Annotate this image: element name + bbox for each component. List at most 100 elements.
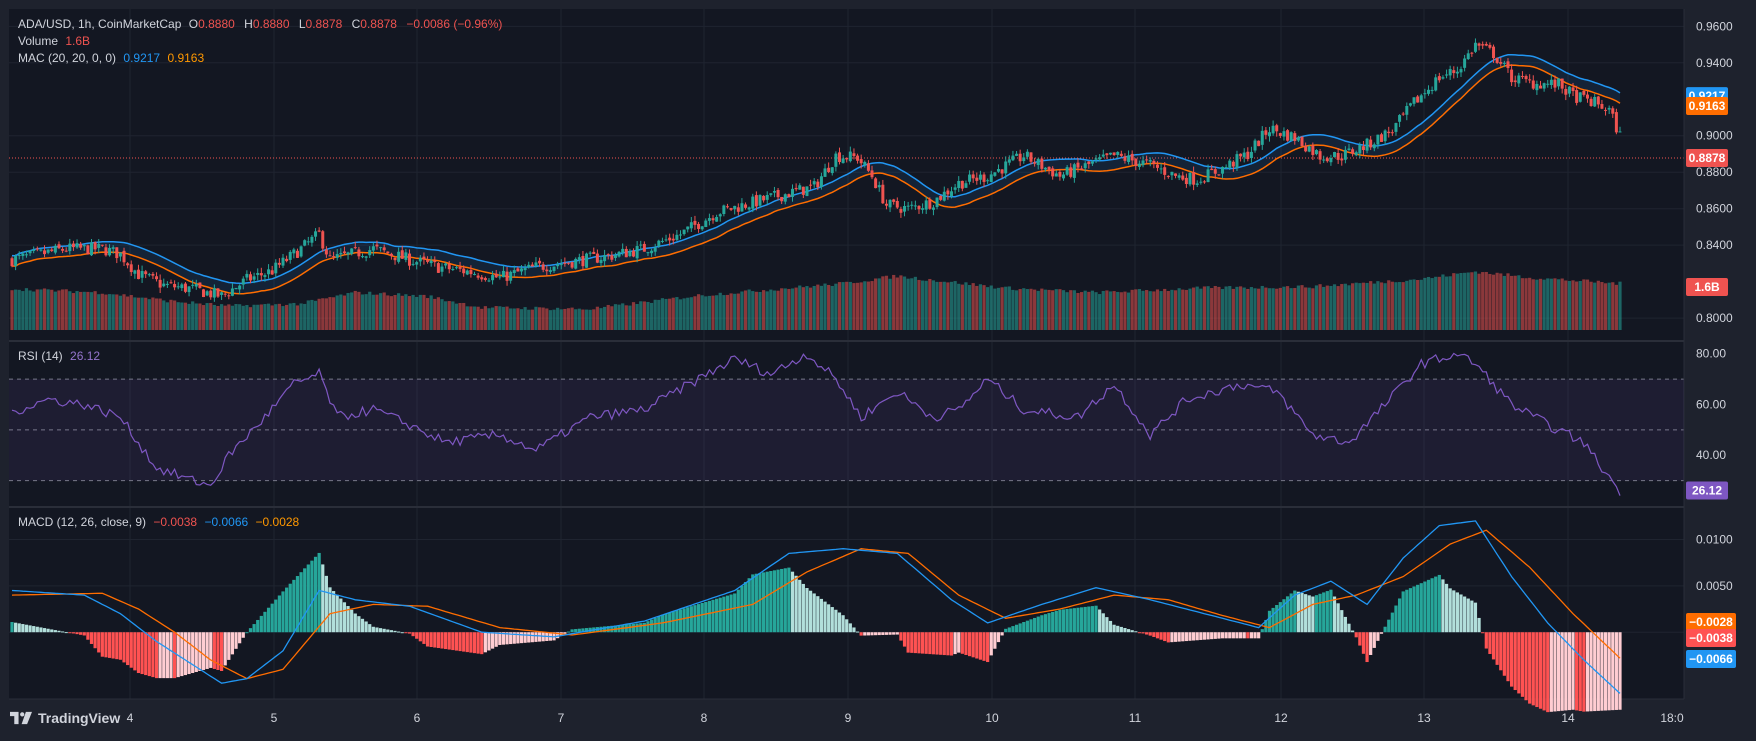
candle-body	[871, 170, 874, 177]
candle-body	[137, 270, 140, 279]
macd-hist-bar	[534, 632, 537, 642]
volume-bar	[776, 291, 779, 330]
volume-bar	[375, 295, 378, 330]
volume-bar	[10, 290, 13, 330]
volume-bar	[1091, 291, 1094, 330]
volume-bar	[1445, 277, 1448, 330]
volume-bar	[509, 308, 512, 330]
candle-body	[1510, 70, 1513, 83]
volume-bar	[917, 280, 920, 330]
candle-body	[1420, 95, 1423, 102]
macd-hist-bar	[719, 598, 722, 633]
volume-bar	[1228, 286, 1231, 330]
macd-hist-bar	[10, 622, 13, 632]
macd-hist-bar	[885, 632, 888, 635]
candle-body	[487, 280, 490, 281]
candle-body	[328, 255, 331, 256]
macd-hist-bar	[285, 588, 288, 633]
macd-hist-bar	[1416, 585, 1419, 632]
volume-bar	[986, 287, 989, 330]
volume-bar	[1344, 284, 1347, 330]
volume-bar	[1000, 287, 1003, 330]
volume-bar	[477, 307, 480, 330]
candle-body	[1600, 104, 1603, 109]
candle-body	[54, 246, 57, 253]
volume-bar	[1456, 274, 1459, 330]
candle-body	[722, 205, 725, 214]
volume-bar	[1141, 291, 1144, 330]
volume-bar	[1022, 288, 1025, 330]
candle-body	[260, 273, 263, 275]
macd-hist-bar	[1365, 632, 1368, 662]
volume-bar	[292, 303, 295, 330]
volume-bar	[61, 289, 64, 330]
macd-hist-bar	[1196, 632, 1199, 640]
macd-hist-bar	[881, 632, 884, 635]
volume-bar	[1322, 287, 1325, 330]
volume-bar	[802, 287, 805, 330]
macd-hist-bar	[18, 623, 21, 632]
volume-bar	[1210, 288, 1213, 330]
volume-bar	[372, 295, 375, 330]
macd-hist-bar	[361, 619, 364, 632]
macd-hist-bar	[1199, 632, 1202, 640]
candle-body	[1004, 161, 1007, 173]
candle-body	[227, 295, 230, 296]
volume-bar	[379, 293, 382, 330]
macd-hist-bar	[122, 632, 125, 662]
candle-body	[354, 247, 357, 248]
macd-hist-bar	[249, 628, 252, 632]
volume-bar	[751, 291, 754, 330]
candle-body	[964, 183, 967, 188]
candle-body	[1373, 144, 1376, 148]
candle-body	[787, 194, 790, 197]
candle-body	[310, 237, 313, 243]
volume-bar	[249, 307, 252, 330]
macd-hist-bar	[675, 610, 678, 632]
volume-bar	[1333, 284, 1336, 330]
candle-body	[867, 163, 870, 171]
macd-hist-bar	[1532, 632, 1535, 705]
macd-hist-bar	[234, 632, 237, 649]
macd-hist-bar	[1185, 632, 1188, 641]
tradingview-logo-icon	[10, 711, 32, 725]
volume-bar	[1214, 286, 1217, 330]
volume-bar	[57, 290, 60, 330]
macd-hist-bar	[444, 632, 447, 649]
macd-hist-bar	[693, 605, 696, 632]
volume-bar	[614, 304, 617, 330]
candle-body	[838, 152, 841, 162]
tradingview-brand[interactable]: TradingView	[10, 710, 120, 726]
macd-hist-bar	[1322, 592, 1325, 632]
volume-bar	[878, 278, 881, 330]
volume-bar	[1246, 289, 1249, 330]
volume-bar	[1532, 279, 1535, 330]
volume-bar	[104, 295, 107, 330]
volume-bar	[972, 283, 975, 330]
volume-bar	[892, 275, 895, 330]
volume-bar	[672, 298, 675, 330]
volume-bar	[1326, 286, 1329, 330]
candle-body	[791, 189, 794, 197]
macd-hist-bar	[1550, 632, 1553, 712]
candle-body	[61, 249, 64, 251]
candle-body	[516, 268, 519, 271]
candle-body	[719, 214, 722, 216]
candle-body	[408, 254, 411, 266]
macd-hist-bar	[1337, 603, 1340, 632]
macd-hist-bar	[1618, 632, 1621, 710]
volume-bar	[397, 293, 400, 330]
macd-hist-bar	[209, 632, 212, 668]
candle-body	[1499, 62, 1502, 64]
volume-bar	[1517, 275, 1520, 330]
volume-bar	[791, 288, 794, 330]
candle-body	[863, 162, 866, 165]
macd-hist-bar	[1510, 632, 1513, 686]
volume-bar	[1073, 290, 1076, 330]
macd-hist-bar	[1145, 632, 1148, 634]
macd-hist-bar	[137, 632, 140, 673]
candle-body	[845, 158, 848, 160]
macd-hist-bar	[133, 632, 136, 670]
macd-hist-bar	[390, 630, 393, 632]
candle-body	[1084, 163, 1087, 168]
